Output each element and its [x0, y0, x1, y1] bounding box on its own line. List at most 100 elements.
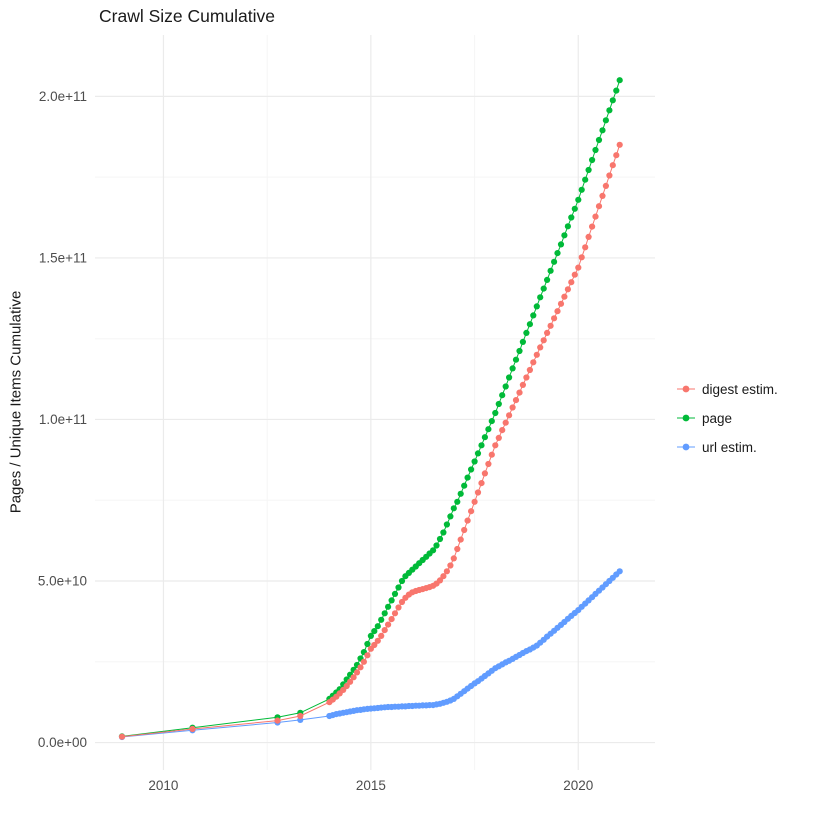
data-point	[447, 513, 454, 520]
data-point	[512, 397, 520, 404]
data-point	[540, 285, 547, 292]
data-point	[454, 545, 461, 553]
data-point	[443, 521, 450, 528]
data-point	[547, 322, 554, 329]
data-point	[471, 458, 478, 465]
data-point	[544, 276, 551, 283]
data-point	[450, 505, 457, 512]
data-point	[613, 152, 620, 159]
legend-item: page	[676, 408, 778, 428]
data-point	[454, 498, 461, 505]
data-point	[464, 474, 471, 481]
data-point	[592, 213, 599, 220]
data-point	[526, 321, 534, 328]
data-point	[398, 598, 406, 606]
data-point	[347, 678, 354, 685]
data-point	[571, 205, 578, 212]
data-point	[474, 450, 482, 457]
data-point	[450, 555, 457, 562]
data-point	[509, 404, 516, 411]
data-point	[606, 107, 613, 114]
data-point	[391, 590, 399, 598]
data-point	[499, 427, 506, 434]
data-point	[385, 621, 392, 628]
data-point	[374, 637, 381, 644]
data-point	[440, 573, 447, 580]
data-point	[526, 366, 534, 374]
data-point	[485, 426, 492, 433]
y-tick-label: 1.5e+11	[39, 250, 87, 265]
legend-key-icon	[677, 443, 695, 451]
legend-key-dot	[682, 385, 690, 393]
data-point	[547, 267, 554, 274]
data-point	[609, 162, 616, 169]
data-point	[616, 568, 623, 575]
data-point	[492, 409, 499, 417]
data-point	[495, 434, 502, 441]
data-point	[506, 374, 513, 381]
data-point	[599, 192, 606, 199]
data-point	[395, 604, 402, 611]
data-point	[540, 337, 547, 344]
data-point	[360, 658, 367, 665]
data-point	[430, 547, 437, 554]
data-point	[385, 603, 392, 610]
data-point	[602, 117, 610, 124]
x-tick-label: 2010	[148, 778, 178, 793]
x-tick-label: 2020	[563, 778, 593, 793]
data-point	[582, 176, 589, 183]
legend-key-dot	[682, 443, 690, 451]
axis-tick-labels: 2010 2015 2020 0.0e+00 5.0e+10 1.0e+11 1.5e+11…	[38, 89, 593, 793]
data-point	[589, 156, 596, 164]
data-point	[502, 419, 509, 426]
data-point	[357, 664, 364, 671]
data-point	[523, 374, 530, 381]
data-point	[485, 460, 492, 468]
legend-key-icon	[677, 414, 695, 422]
data-point	[516, 389, 523, 396]
series-page	[118, 77, 623, 740]
data-point	[468, 466, 475, 473]
data-point	[606, 172, 613, 179]
chart-title: Crawl Size Cumulative	[99, 6, 276, 26]
y-tick-label: 2.0e+11	[39, 89, 87, 104]
data-point	[381, 627, 388, 634]
data-point	[571, 271, 578, 278]
data-point	[530, 312, 537, 319]
x-tick-label: 2015	[356, 778, 386, 793]
data-point	[561, 293, 568, 300]
data-point	[378, 616, 385, 623]
data-point	[488, 418, 495, 425]
data-point	[557, 300, 565, 307]
data-point	[564, 223, 572, 230]
data-point	[551, 258, 558, 265]
y-axis-label: Pages / Unique Items Cumulative	[7, 290, 25, 514]
data-point	[561, 232, 568, 239]
data-point	[468, 508, 475, 515]
data-point	[599, 127, 606, 134]
data-point	[602, 182, 610, 189]
data-point	[395, 584, 402, 591]
data-point	[519, 381, 527, 388]
data-point	[118, 733, 126, 740]
data-point	[433, 542, 440, 549]
legend-label: page	[702, 410, 733, 426]
y-tick-label: 1.0e+11	[39, 412, 87, 427]
data-point	[443, 568, 450, 575]
data-point	[343, 682, 350, 690]
data-point	[367, 632, 374, 640]
data-point	[447, 562, 454, 569]
data-point	[502, 383, 509, 390]
data-point	[533, 303, 540, 310]
data-point	[471, 498, 478, 505]
data-point	[523, 329, 530, 336]
grid-major	[95, 35, 655, 770]
data-point	[544, 329, 551, 336]
data-point	[575, 264, 582, 271]
data-point	[616, 141, 623, 148]
series-digest-estim	[118, 141, 623, 740]
data-point	[353, 669, 361, 676]
data-point	[189, 725, 196, 733]
